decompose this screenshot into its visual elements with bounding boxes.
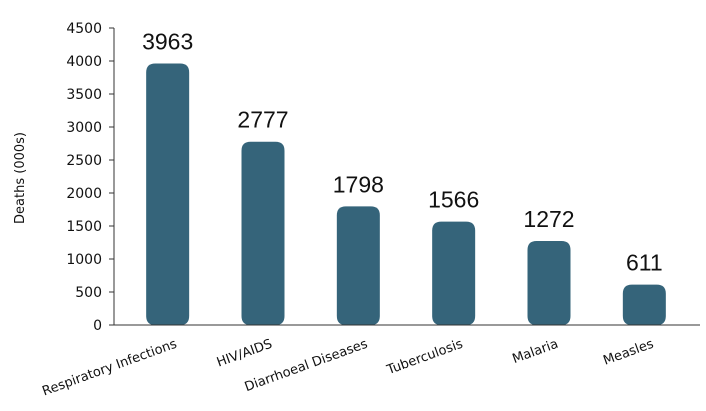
value-label: 1566: [428, 187, 479, 213]
bar: [336, 206, 380, 325]
y-ticks: 0 500 1000 1500 2000 2500 3000 3500 4000 4500: [66, 21, 114, 334]
y-tick-label: 1500: [66, 219, 102, 235]
bar: [527, 241, 571, 325]
axes: [113, 28, 700, 326]
value-label: 611: [626, 250, 663, 276]
y-axis-label: Deaths (000s): [13, 132, 28, 224]
bars: [146, 63, 666, 325]
value-label: 1798: [333, 171, 384, 197]
category-label: Respiratory Infections: [40, 337, 179, 400]
y-tick-label: 3500: [66, 87, 102, 103]
y-tick-label: 3000: [66, 120, 102, 136]
bar: [241, 141, 285, 325]
value-label: 3963: [142, 28, 193, 54]
y-tick-label: 0: [93, 318, 102, 334]
value-label: 2777: [237, 107, 288, 133]
value-label: 1272: [523, 206, 574, 232]
bar: [622, 284, 666, 325]
category-labels: Respiratory Infections HIV/AIDSDiarrhoeal…: [40, 337, 656, 400]
bar: [432, 221, 476, 325]
y-tick-label: 4000: [66, 54, 102, 70]
value-labels: 3963 2777 1798 1566 1272 611: [142, 28, 663, 275]
y-tick-label: 2500: [66, 153, 102, 169]
category-label: Tuberculosis: [384, 337, 465, 379]
bar: [146, 63, 190, 325]
y-tick-label: 4500: [66, 21, 102, 37]
y-tick-label: 1000: [66, 252, 102, 268]
category-label: Malaria: [510, 337, 560, 367]
y-tick-label: 2000: [66, 186, 102, 202]
y-tick-label: 500: [75, 285, 102, 301]
category-label: HIV/AIDS: [215, 337, 275, 371]
category-label: Measles: [601, 337, 656, 369]
